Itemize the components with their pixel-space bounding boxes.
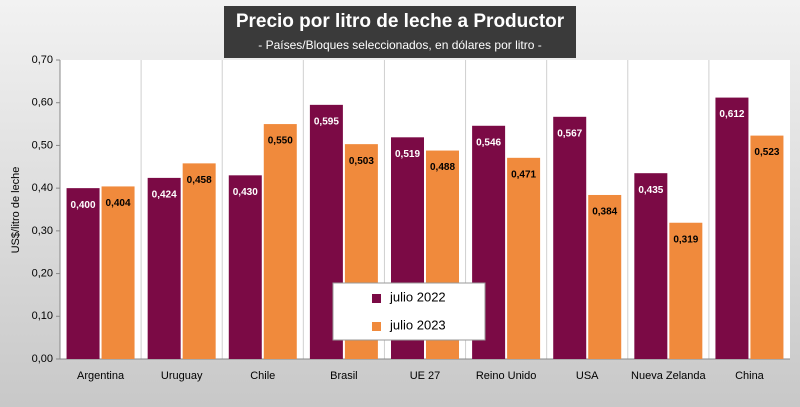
- bar: [553, 116, 587, 359]
- y-tick-label: 0,10: [32, 310, 53, 322]
- value-label: 0,458: [187, 175, 212, 186]
- value-label: 0,546: [476, 137, 501, 148]
- x-tick-label: Uruguay: [161, 370, 203, 382]
- bar: [750, 135, 784, 359]
- y-tick-label: 0,00: [32, 353, 53, 365]
- bar: [507, 157, 541, 359]
- legend: [332, 282, 486, 341]
- chart-subtitle: - Países/Bloques seleccionados, en dólar…: [258, 38, 541, 52]
- value-label: 0,612: [719, 109, 744, 120]
- bar: [101, 186, 135, 359]
- value-label: 0,384: [592, 207, 617, 218]
- value-label: 0,424: [152, 190, 177, 201]
- value-label: 0,567: [557, 128, 582, 139]
- y-tick-label: 0,40: [32, 182, 53, 194]
- y-tick-label: 0,70: [32, 54, 53, 66]
- bar: [182, 163, 216, 359]
- y-tick-label: 0,60: [32, 97, 53, 109]
- x-tick-label: Brasil: [330, 370, 358, 382]
- y-tick-label: 0,50: [32, 139, 53, 151]
- value-label: 0,488: [430, 162, 455, 173]
- value-label: 0,523: [754, 147, 779, 158]
- value-label: 0,319: [673, 234, 698, 245]
- x-tick-label: USA: [576, 370, 599, 382]
- bar: [669, 222, 703, 359]
- bar: [147, 177, 181, 359]
- x-tick-label: Nueva Zelanda: [631, 370, 706, 382]
- chart-title: Precio por litro de leche a Productor: [236, 11, 565, 32]
- value-label: 0,519: [395, 149, 420, 160]
- value-label: 0,435: [638, 185, 663, 196]
- value-label: 0,404: [106, 198, 131, 209]
- legend-label: julio 2022: [389, 289, 446, 304]
- value-label: 0,503: [349, 156, 374, 167]
- value-label: 0,471: [511, 169, 536, 180]
- bar: [263, 124, 297, 359]
- y-tick-label: 0,20: [32, 267, 53, 279]
- x-tick-label: China: [735, 370, 765, 382]
- x-tick-label: Chile: [250, 370, 275, 382]
- bar: [634, 173, 668, 359]
- title-box: [224, 6, 576, 58]
- bar: [588, 194, 622, 359]
- value-label: 0,550: [268, 136, 293, 147]
- x-tick-label: UE 27: [410, 370, 441, 382]
- legend-swatch: [372, 294, 381, 303]
- value-label: 0,400: [71, 200, 96, 211]
- x-tick-label: Reino Unido: [476, 370, 537, 382]
- legend-label: julio 2023: [389, 317, 446, 332]
- value-label: 0,430: [233, 187, 258, 198]
- y-tick-label: 0,30: [32, 225, 53, 237]
- bar: [66, 188, 100, 359]
- value-label: 0,595: [314, 116, 339, 127]
- x-tick-label: Argentina: [77, 370, 125, 382]
- bar: [715, 97, 749, 360]
- bar: [228, 175, 262, 359]
- y-axis-label: US$/litro de leche: [10, 167, 22, 254]
- legend-swatch: [372, 322, 381, 331]
